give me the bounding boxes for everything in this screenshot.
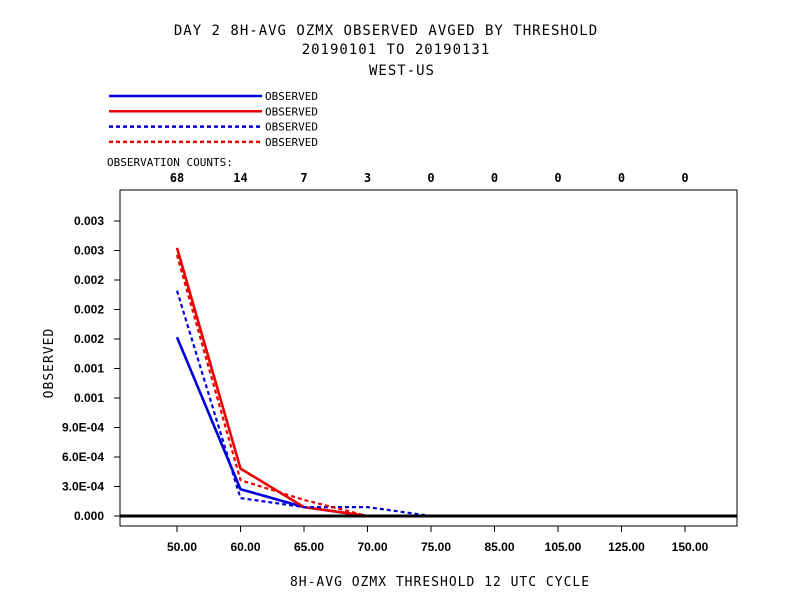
x-tick-label: 150.00 — [672, 540, 709, 554]
y-axis-label: OBSERVED — [42, 328, 57, 399]
x-tick-label: 105.00 — [545, 540, 582, 554]
observation-count: 0 — [554, 171, 561, 185]
chart-title-line-2: 20190101 TO 20190131 — [302, 42, 491, 58]
legend: OBSERVED OBSERVED OBSERVED OBSERVED — [109, 90, 318, 149]
y-tick-label: 0.000 — [74, 509, 104, 523]
legend-label-2: OBSERVED — [265, 105, 318, 118]
x-tick-label: 75.00 — [421, 540, 451, 554]
y-tick-label: 6.0E-04 — [62, 450, 104, 464]
plot-frame — [119, 189, 738, 527]
y-tick-label: 0.002 — [74, 273, 104, 287]
observation-count: 7 — [300, 171, 307, 185]
x-tick-label: 70.00 — [357, 540, 387, 554]
y-tick-label: 0.003 — [74, 244, 104, 258]
observation-count: 3 — [364, 171, 371, 185]
x-tick-label: 85.00 — [484, 540, 514, 554]
x-tick-label: 50.00 — [167, 540, 197, 554]
x-tick-label: 125.00 — [608, 540, 645, 554]
legend-label-3: OBSERVED — [265, 121, 318, 134]
observation-count: 0 — [427, 171, 434, 185]
x-tick-label: 60.00 — [230, 540, 260, 554]
series-line-2 — [175, 247, 368, 518]
x-axis-label: 8H-AVG OZMX THRESHOLD 12 UTC CYCLE — [290, 575, 590, 590]
observation-counts-label: OBSERVATION COUNTS: — [107, 156, 233, 169]
series-line-3 — [175, 290, 432, 518]
series-line-4 — [175, 254, 368, 518]
y-tick-label: 3.0E-04 — [62, 480, 104, 494]
y-tick-label: 0.002 — [74, 303, 104, 317]
y-tick-label: 0.002 — [74, 332, 104, 346]
observation-count: 0 — [618, 171, 625, 185]
observation-count: 0 — [491, 171, 498, 185]
observation-count: 68 — [170, 171, 184, 185]
y-tick-label: 9.0E-04 — [62, 421, 104, 435]
chart-titles: DAY 2 8H-AVG OZMX OBSERVED AVGED BY THRE… — [174, 23, 598, 79]
y-tick-label: 0.001 — [74, 362, 104, 376]
chart-title-line-3: WEST-US — [369, 63, 435, 79]
y-tick-label: 0.003 — [74, 214, 104, 228]
chart-title-line-1: DAY 2 8H-AVG OZMX OBSERVED AVGED BY THRE… — [174, 23, 598, 39]
legend-label-4: OBSERVED — [265, 136, 318, 149]
y-axis-ticks: 0.000 3.0E-04 6.0E-04 9.0E-04 0.001 0.001 0.00… — [62, 214, 120, 523]
observation-counts: 68 14 7 3 0 0 0 0 0 — [170, 171, 689, 185]
x-axis-ticks: 50.00 60.00 65.00 70.00 75.00 85.00 105.00 125.… — [167, 526, 709, 554]
legend-label-1: OBSERVED — [265, 90, 318, 103]
y-tick-label: 0.001 — [74, 391, 104, 405]
series-lines — [175, 247, 432, 518]
observation-count: 14 — [233, 171, 247, 185]
x-tick-label: 65.00 — [294, 540, 324, 554]
observation-count: 0 — [681, 171, 688, 185]
